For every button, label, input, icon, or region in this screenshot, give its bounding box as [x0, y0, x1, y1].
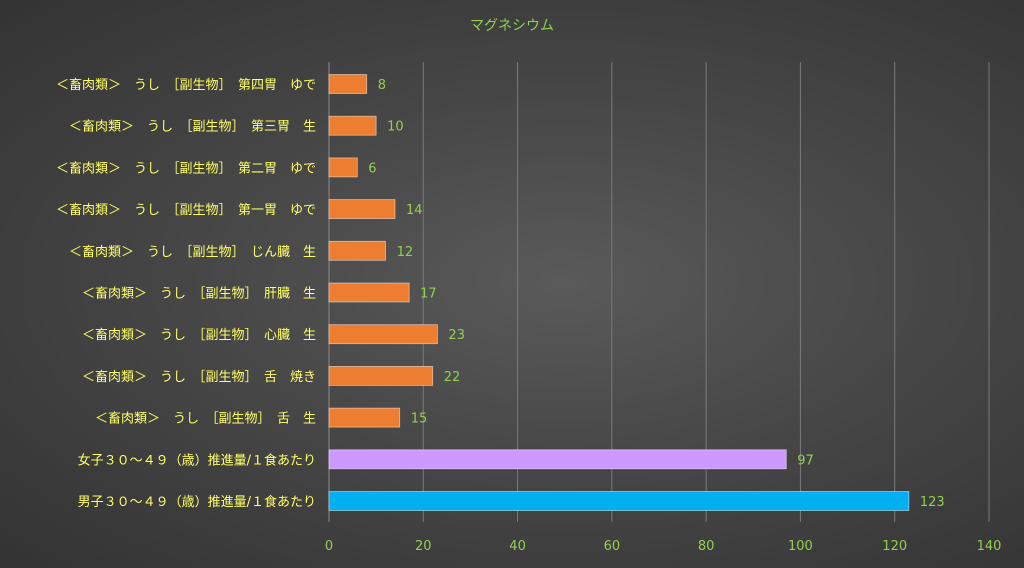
bar — [328, 324, 438, 345]
category-label: ＜畜肉類＞ うし ［副生物］ 第三胃 生 — [69, 119, 316, 135]
bar — [328, 199, 396, 220]
category-label: 男子３０～４９（歳）推進量/１食あたり — [78, 494, 316, 510]
category-label: 女子３０～４９（歳）推進量/１食あたり — [78, 452, 316, 468]
category-label: ＜畜肉類＞ うし ［副生物］ 舌 焼き — [82, 369, 316, 385]
category-labels: ＜畜肉類＞ うし ［副生物］ 第四胃 ゆで ＜畜肉類＞ うし ［副生物］ 第三胃 … — [56, 77, 316, 510]
x-tick-label: 40 — [509, 539, 526, 554]
gridlines — [328, 62, 990, 522]
bar — [328, 365, 434, 386]
category-label: ＜畜肉類＞ うし ［副生物］ 心臓 生 — [82, 327, 316, 343]
category-label: ＜畜肉類＞ うし ［副生物］ 舌 生 — [95, 411, 316, 427]
data-label: 23 — [448, 328, 465, 343]
data-label: 14 — [406, 203, 423, 218]
x-axis-ticks: 0 20 40 60 80 100 120 140 — [325, 539, 1002, 554]
x-tick-label: 80 — [698, 539, 715, 554]
data-label: 97 — [797, 453, 814, 468]
x-tick-label: 0 — [325, 539, 333, 554]
category-label: ＜畜肉類＞ うし ［副生物］ じん臓 生 — [69, 244, 316, 260]
bar — [328, 157, 358, 178]
x-tick-label: 60 — [604, 539, 621, 554]
bar — [328, 240, 386, 261]
data-label: 8 — [378, 78, 386, 93]
x-tick-label: 140 — [977, 539, 1002, 554]
data-label: 17 — [420, 287, 437, 302]
category-label: ＜畜肉類＞ うし ［副生物］ 肝臓 生 — [82, 286, 316, 302]
bar — [328, 115, 377, 136]
bar — [328, 74, 368, 94]
x-tick-label: 100 — [788, 539, 813, 554]
x-tick-label: 20 — [415, 539, 432, 554]
bar — [328, 449, 787, 470]
bar — [328, 407, 401, 428]
data-label: 6 — [368, 161, 376, 176]
bars — [328, 74, 910, 511]
bar — [328, 282, 410, 303]
data-label: 12 — [397, 245, 414, 260]
bar — [328, 491, 910, 511]
data-label: 10 — [387, 120, 404, 135]
data-label: 123 — [920, 495, 945, 510]
data-label: 15 — [411, 412, 428, 427]
category-label: ＜畜肉類＞ うし ［副生物］ 第一胃 ゆで — [56, 202, 316, 218]
data-labels: 8 10 6 14 12 17 23 22 15 97 123 — [368, 78, 944, 510]
chart-title: マグネシウム — [470, 18, 554, 34]
x-tick-label: 120 — [882, 539, 907, 554]
data-label: 22 — [444, 370, 461, 385]
category-label: ＜畜肉類＞ うし ［副生物］ 第二胃 ゆで — [56, 160, 316, 176]
category-label: ＜畜肉類＞ うし ［副生物］ 第四胃 ゆで — [56, 77, 316, 93]
